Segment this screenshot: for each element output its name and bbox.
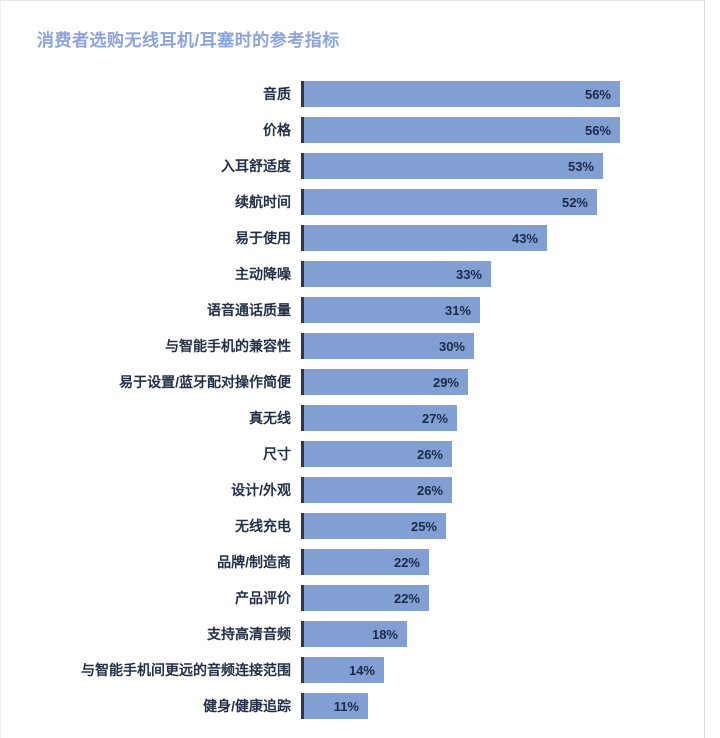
chart-row: 支持高清音频 18% [37, 621, 704, 647]
category-label: 与智能手机的兼容性 [165, 338, 291, 354]
bar: 31% [301, 297, 480, 323]
chart-row: 产品评价 22% [37, 585, 704, 611]
bar: 56% [301, 81, 620, 107]
category-label: 续航时间 [235, 194, 291, 210]
bar: 26% [301, 441, 452, 467]
category-label: 语音通话质量 [207, 302, 291, 318]
chart-title: 消费者选购无线耳机/耳塞时的参考指标 [37, 31, 340, 50]
bar: 56% [301, 117, 620, 143]
value-label: 22% [393, 590, 420, 606]
category-label: 品牌/制造商 [217, 554, 291, 570]
category-label: 支持高清音频 [207, 626, 291, 642]
value-label: 27% [421, 410, 448, 426]
chart-row: 无线充电 25% [37, 513, 704, 539]
category-label: 入耳舒适度 [221, 158, 291, 174]
bar: 30% [301, 333, 474, 359]
bar: 52% [301, 189, 597, 215]
bar: 25% [301, 513, 446, 539]
value-label: 56% [584, 86, 611, 102]
category-label: 主动降噪 [235, 266, 291, 282]
bar: 43% [301, 225, 547, 251]
chart-row: 入耳舒适度 53% [37, 153, 704, 179]
category-label: 音质 [263, 86, 291, 102]
bar-chart: 音质 56% 价格 56% 入耳舒适度 53% 续航时间 52% 易于使用 43% 主动降噪 33% 语… [37, 81, 704, 719]
category-label: 无线充电 [235, 518, 291, 534]
value-label: 18% [371, 626, 398, 642]
chart-row: 尺寸 26% [37, 441, 704, 467]
value-label: 56% [584, 122, 611, 138]
value-label: 33% [455, 266, 482, 282]
value-label: 26% [416, 482, 443, 498]
value-label: 14% [348, 662, 375, 678]
value-label: 29% [432, 374, 459, 390]
value-label: 52% [561, 194, 588, 210]
chart-row: 价格 56% [37, 117, 704, 143]
chart-row: 健身/健康追踪 11% [37, 693, 704, 719]
category-label: 易于使用 [235, 230, 291, 246]
bar: 27% [301, 405, 457, 431]
value-label: 26% [416, 446, 443, 462]
chart-row: 与智能手机的兼容性 30% [37, 333, 704, 359]
value-label: 53% [567, 158, 594, 174]
chart-row: 真无线 27% [37, 405, 704, 431]
value-label: 11% [333, 698, 359, 714]
chart-row: 易于设置/蓝牙配对操作简便 29% [37, 369, 704, 395]
chart-card: 消费者选购无线耳机/耳塞时的参考指标 音质 56% 价格 56% 入耳舒适度 53% 续航时… [0, 0, 705, 738]
chart-row: 品牌/制造商 22% [37, 549, 704, 575]
bar: 22% [301, 585, 429, 611]
bar: 14% [301, 657, 384, 683]
bar: 33% [301, 261, 491, 287]
value-label: 31% [444, 302, 471, 318]
chart-row: 续航时间 52% [37, 189, 704, 215]
category-label: 健身/健康追踪 [203, 698, 291, 714]
chart-row: 主动降噪 33% [37, 261, 704, 287]
category-label: 价格 [263, 122, 291, 138]
value-label: 22% [393, 554, 420, 570]
chart-row: 音质 56% [37, 81, 704, 107]
category-label: 尺寸 [263, 446, 291, 462]
chart-row: 语音通话质量 31% [37, 297, 704, 323]
value-label: 25% [410, 518, 437, 534]
value-label: 30% [438, 338, 465, 354]
chart-row: 与智能手机间更远的音频连接范围 14% [37, 657, 704, 683]
chart-row: 设计/外观 26% [37, 477, 704, 503]
category-label: 设计/外观 [231, 482, 291, 498]
chart-row: 易于使用 43% [37, 225, 704, 251]
bar: 11% [301, 693, 368, 719]
bar: 18% [301, 621, 407, 647]
category-label: 易于设置/蓝牙配对操作简便 [119, 374, 291, 390]
bar: 53% [301, 153, 603, 179]
category-label: 真无线 [249, 410, 291, 426]
bar: 29% [301, 369, 468, 395]
bar: 26% [301, 477, 452, 503]
category-label: 与智能手机间更远的音频连接范围 [81, 662, 291, 678]
category-label: 产品评价 [235, 590, 291, 606]
bar: 22% [301, 549, 429, 575]
value-label: 43% [511, 230, 538, 246]
